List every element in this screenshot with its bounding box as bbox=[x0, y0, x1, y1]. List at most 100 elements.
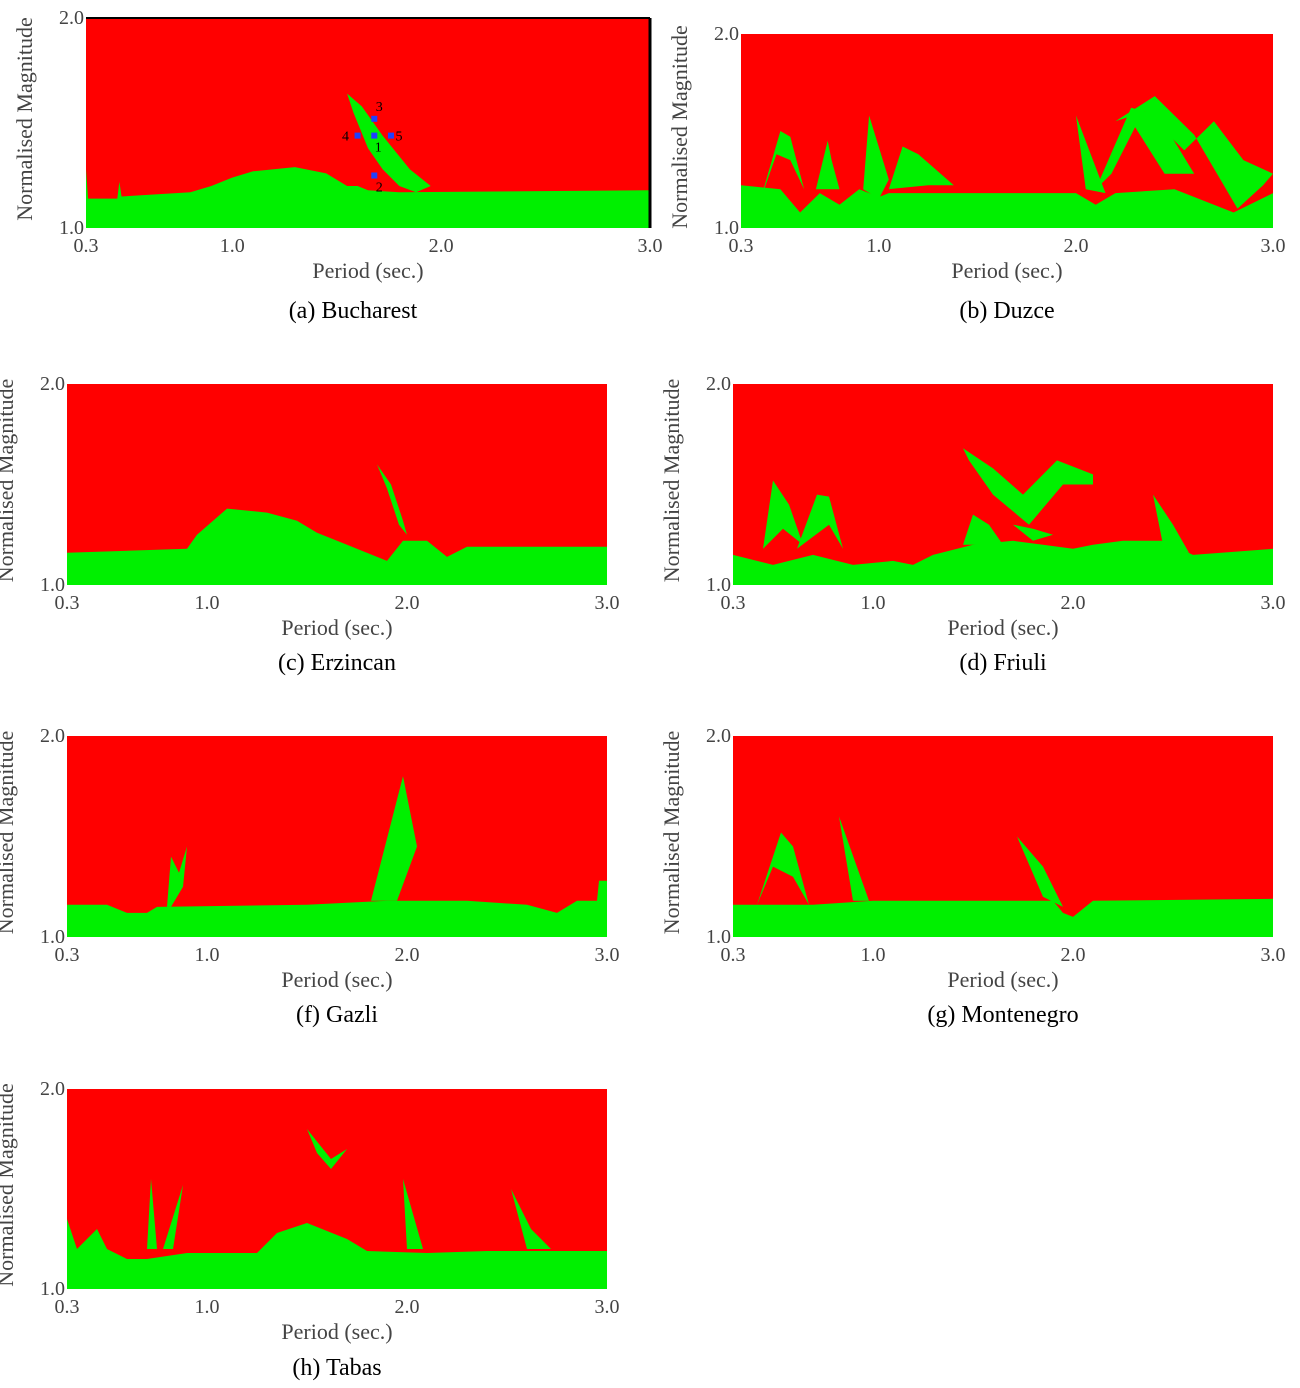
x-axis-label: Period (sec.) bbox=[281, 615, 392, 640]
x-axis-label: Period (sec.) bbox=[281, 967, 392, 992]
unstable-region bbox=[815, 140, 840, 190]
x-tick-label: 2.0 bbox=[1061, 592, 1086, 614]
y-axis-label: Normalised Magnitude bbox=[667, 25, 692, 228]
unstable-region bbox=[1076, 115, 1106, 194]
unstable-region bbox=[839, 816, 869, 901]
x-tick-label: 2.0 bbox=[395, 1296, 420, 1318]
unstable-region bbox=[888, 146, 954, 190]
point-label: 1 bbox=[375, 141, 382, 156]
y-axis-label: Normalised Magnitude bbox=[659, 731, 684, 934]
x-tick-label: 1.0 bbox=[861, 944, 886, 966]
plot-area bbox=[741, 96, 1273, 228]
y-tick-label: 1.0 bbox=[40, 926, 65, 948]
y-tick-label: 2.0 bbox=[40, 725, 65, 747]
x-tick-label: 3.0 bbox=[1261, 235, 1286, 257]
x-tick-label: 3.0 bbox=[1261, 592, 1286, 614]
unstable-region bbox=[147, 1179, 157, 1249]
panel-caption: (a) Bucharest bbox=[289, 298, 418, 324]
x-tick-label: 0.3 bbox=[55, 944, 80, 966]
y-tick-label: 1.0 bbox=[40, 1278, 65, 1300]
unstable-baseline-region bbox=[67, 1219, 607, 1289]
x-tick-label: 0.3 bbox=[729, 235, 754, 257]
x-tick-label: 3.0 bbox=[638, 235, 663, 257]
point-marker bbox=[371, 132, 378, 139]
unstable-baseline-region bbox=[733, 540, 1273, 585]
unstable-baseline-region bbox=[741, 185, 1273, 228]
point-marker bbox=[387, 132, 394, 139]
y-axis-label: Normalised Magnitude bbox=[659, 379, 684, 582]
y-tick-label: 1.0 bbox=[714, 217, 739, 239]
unstable-region bbox=[757, 832, 809, 905]
unstable-region bbox=[1013, 524, 1053, 541]
unstable-region bbox=[1095, 107, 1195, 190]
y-tick-label: 2.0 bbox=[706, 373, 731, 395]
x-tick-label: 2.0 bbox=[1061, 944, 1086, 966]
y-tick-label: 2.0 bbox=[714, 23, 739, 45]
unstable-region bbox=[863, 115, 889, 199]
x-axis-label: Period (sec.) bbox=[951, 258, 1062, 283]
x-tick-label: 0.3 bbox=[721, 944, 746, 966]
unstable-region bbox=[163, 1185, 183, 1249]
x-tick-label: 0.3 bbox=[74, 235, 99, 257]
unstable-baseline-region bbox=[86, 167, 650, 228]
point-marker bbox=[371, 115, 378, 122]
x-tick-label: 0.3 bbox=[55, 592, 80, 614]
x-tick-label: 2.0 bbox=[1063, 235, 1088, 257]
unstable-region bbox=[763, 480, 803, 549]
unstable-region bbox=[797, 494, 843, 549]
x-tick-label: 3.0 bbox=[595, 944, 620, 966]
plot-area bbox=[86, 93, 650, 228]
x-tick-label: 2.0 bbox=[395, 592, 420, 614]
x-tick-label: 1.0 bbox=[866, 235, 891, 257]
y-tick-label: 2.0 bbox=[40, 1078, 65, 1100]
unstable-region bbox=[760, 131, 805, 199]
point-label: 3 bbox=[376, 100, 383, 115]
x-tick-label: 1.0 bbox=[220, 235, 245, 257]
point-marker bbox=[354, 132, 361, 139]
point-marker bbox=[371, 172, 378, 179]
x-axis-label: Period (sec.) bbox=[947, 967, 1058, 992]
y-tick-label: 2.0 bbox=[59, 7, 84, 29]
plot-area bbox=[67, 776, 607, 937]
unstable-baseline-region bbox=[67, 508, 607, 585]
unstable-region bbox=[307, 1129, 347, 1169]
plot-area bbox=[733, 448, 1273, 585]
y-axis-label: Normalised Magnitude bbox=[0, 379, 18, 582]
x-axis-label: Period (sec.) bbox=[312, 258, 423, 283]
unstable-region bbox=[403, 1179, 423, 1249]
point-label: 5 bbox=[395, 130, 402, 145]
plot-area bbox=[67, 1129, 607, 1289]
y-axis-label: Normalised Magnitude bbox=[0, 731, 18, 934]
y-tick-label: 1.0 bbox=[706, 926, 731, 948]
unstable-region bbox=[167, 846, 187, 907]
point-label: 2 bbox=[376, 181, 383, 196]
y-axis-label: Normalised Magnitude bbox=[12, 17, 37, 220]
unstable-region bbox=[963, 448, 1093, 525]
unstable-region bbox=[371, 776, 417, 901]
x-tick-label: 0.3 bbox=[55, 1296, 80, 1318]
plot-area bbox=[733, 816, 1273, 937]
panel-caption: (h) Tabas bbox=[292, 1355, 381, 1381]
panel-caption: (d) Friuli bbox=[959, 650, 1047, 676]
y-tick-label: 2.0 bbox=[706, 725, 731, 747]
y-tick-label: 1.0 bbox=[40, 574, 65, 596]
y-tick-label: 2.0 bbox=[40, 373, 65, 395]
x-tick-label: 1.0 bbox=[195, 592, 220, 614]
point-label: 4 bbox=[342, 130, 349, 145]
unstable-region bbox=[511, 1189, 551, 1249]
unstable-region bbox=[1017, 836, 1063, 907]
unstable-baseline-region bbox=[733, 898, 1273, 937]
unstable-region bbox=[1153, 494, 1189, 553]
x-tick-label: 2.0 bbox=[395, 944, 420, 966]
x-tick-label: 1.0 bbox=[861, 592, 886, 614]
x-tick-label: 1.0 bbox=[195, 1296, 220, 1318]
y-axis-label: Normalised Magnitude bbox=[0, 1083, 18, 1286]
